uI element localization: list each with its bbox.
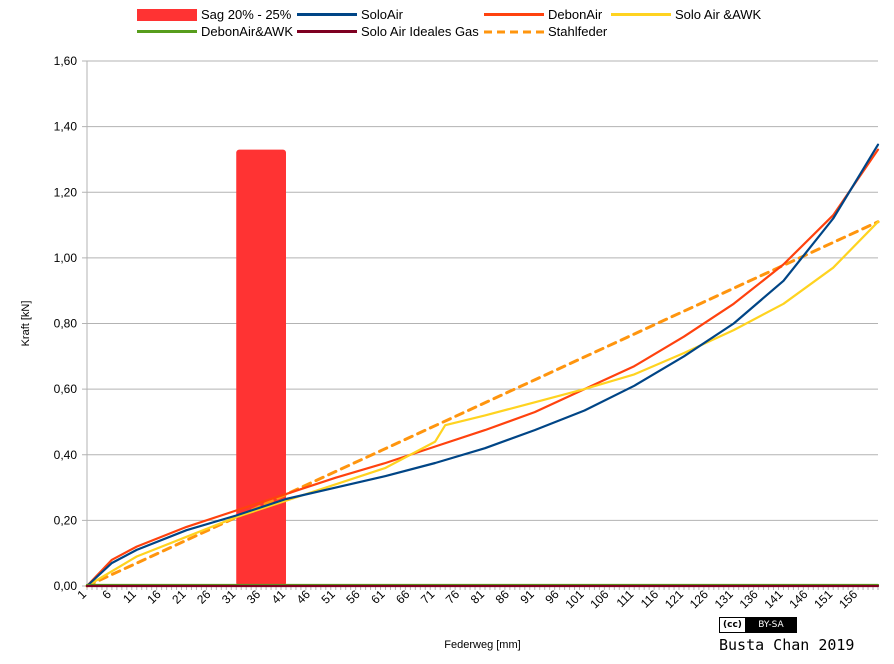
y-tick-label: 1,40 xyxy=(54,120,78,134)
cc-icon: (cc) xyxy=(720,618,746,632)
x-tick-label: 151 xyxy=(811,587,835,611)
series-line-stahlfeder xyxy=(85,220,880,588)
x-tick-label: 141 xyxy=(762,587,786,611)
x-tick-label: 21 xyxy=(169,587,189,607)
x-tick-label: 121 xyxy=(662,587,686,611)
x-tick-label: 91 xyxy=(518,587,538,607)
x-tick-label: 51 xyxy=(319,587,339,607)
series-line-solo-air-awk xyxy=(85,220,880,588)
x-tick-label: 26 xyxy=(194,587,214,607)
x-tick-label: 61 xyxy=(368,587,388,607)
x-tick-label: 136 xyxy=(737,587,761,611)
x-tick-label: 71 xyxy=(418,587,438,607)
legend-item-soloair: SoloAir xyxy=(297,7,403,22)
series-line-soloair xyxy=(85,143,880,588)
x-tick-label: 66 xyxy=(393,587,413,607)
y-tick-label: 0,40 xyxy=(54,448,78,462)
x-tick-label: 56 xyxy=(343,587,363,607)
x-tick-label: 46 xyxy=(294,587,314,607)
x-axis-title: Federweg [mm] xyxy=(444,639,520,651)
x-tick-label: 106 xyxy=(587,587,611,611)
x-tick-label: 36 xyxy=(244,587,264,607)
legend-label-soloair-awk: Solo Air &AWK xyxy=(675,7,762,22)
legend-swatch-debonair xyxy=(484,13,544,16)
legend-swatch-stahlfeder xyxy=(484,30,544,33)
x-tick-label: 156 xyxy=(836,587,860,611)
sag-band xyxy=(236,149,286,586)
license-type: BY-SA xyxy=(745,618,796,632)
x-tick-label: 81 xyxy=(468,587,488,607)
legend-label-sag: Sag 20% - 25% xyxy=(201,7,292,22)
x-tick-label: 131 xyxy=(712,587,736,611)
x-tick-label: 96 xyxy=(542,587,562,607)
x-tick-label: 86 xyxy=(493,587,513,607)
legend-label-ideales-gas: Solo Air Ideales Gas xyxy=(361,24,479,39)
y-tick-label: 1,00 xyxy=(54,251,78,265)
legend-label-debonair: DebonAir xyxy=(548,7,603,22)
series-line-debonair xyxy=(85,148,880,588)
x-tick-label: 41 xyxy=(269,587,289,607)
y-tick-label: 0,60 xyxy=(54,382,78,396)
author-credit: Busta Chan 2019 xyxy=(719,636,855,654)
x-tick-label: 101 xyxy=(563,587,587,611)
y-tick-label: 1,60 xyxy=(54,54,78,68)
y-tick-label: 0,00 xyxy=(54,579,78,593)
legend-swatch-debonair-awk xyxy=(137,30,197,33)
x-tick-label: 126 xyxy=(687,587,711,611)
y-tick-label: 0,20 xyxy=(54,513,78,527)
legend-label-stahlfeder: Stahlfeder xyxy=(548,24,608,39)
x-tick-label: 31 xyxy=(219,587,239,607)
legend-swatch-soloair-awk xyxy=(611,13,671,16)
x-tick-label: 76 xyxy=(443,587,463,607)
y-tick-label: 1,20 xyxy=(54,185,78,199)
legend-item-debonair-awk: DebonAir&AWK xyxy=(137,24,293,39)
license-badge: (cc) BY-SA xyxy=(719,617,797,633)
y-axis-title: Kraft [kN] xyxy=(20,301,32,347)
legend-item-sag: Sag 20% - 25% xyxy=(137,7,291,22)
x-tick-label: 116 xyxy=(638,587,662,611)
x-tick-label: 111 xyxy=(614,587,637,610)
x-tick-label: 16 xyxy=(144,587,164,607)
legend-label-soloair: SoloAir xyxy=(361,7,403,22)
legend-item-debonair: DebonAir xyxy=(484,7,602,22)
legend-label-debonair-awk: DebonAir&AWK xyxy=(201,24,293,39)
legend-item-stahlfeder: Stahlfeder xyxy=(484,24,607,39)
legend: Sag 20% - 25% SoloAir DebonAir Solo Air … xyxy=(0,0,894,48)
credit-block: (cc) BY-SA Busta Chan 2019 xyxy=(719,617,854,654)
legend-swatch-soloair xyxy=(297,13,357,16)
legend-item-soloair-awk: Solo Air &AWK xyxy=(611,7,761,22)
y-tick-label: 0,80 xyxy=(54,317,78,331)
x-tick-label: 146 xyxy=(786,587,810,611)
legend-swatch-ideales-gas xyxy=(297,30,357,33)
legend-swatch-sag xyxy=(137,8,197,21)
legend-item-ideales-gas: Solo Air Ideales Gas xyxy=(297,24,479,39)
